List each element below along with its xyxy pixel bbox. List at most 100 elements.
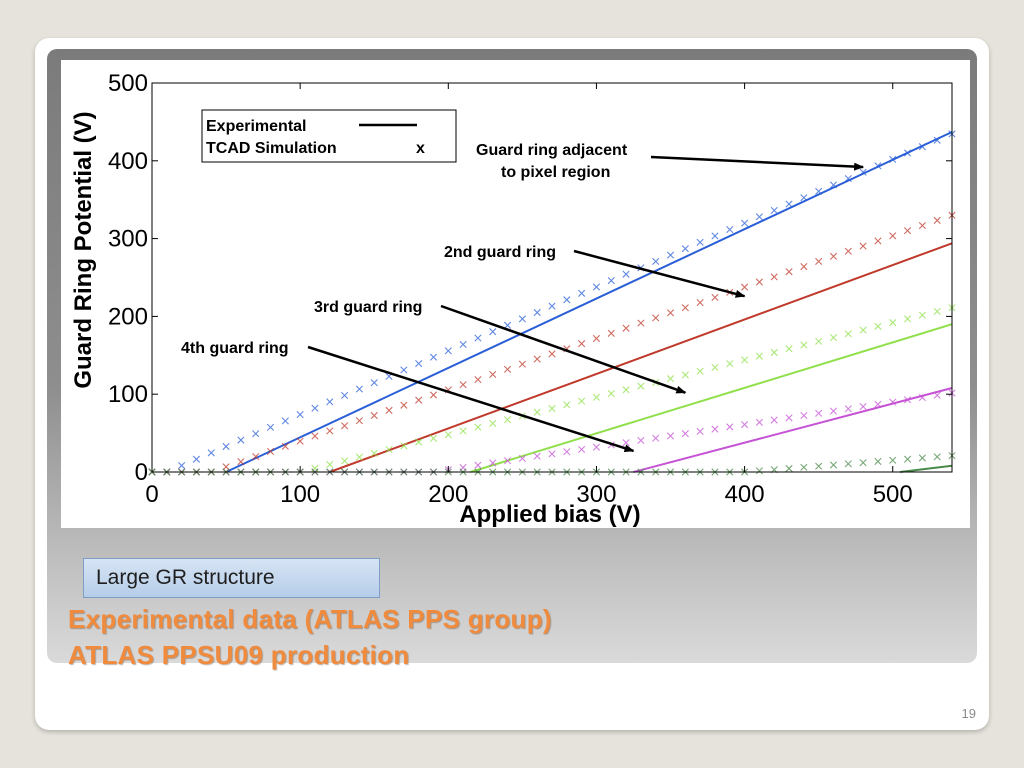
legend: Experimental TCAD Simulation x: [201, 109, 457, 163]
simulation-point-series-1: [652, 257, 660, 266]
simulation-point-series-2: [815, 257, 823, 266]
simulation-point-series-2: [607, 329, 615, 337]
simulation-point-series-5: [933, 453, 941, 461]
y-axis-label: Guard Ring Potential (V): [70, 111, 97, 388]
simulation-point-series-3: [385, 446, 393, 454]
simulation-point-series-4: [815, 409, 823, 417]
simulation-point-series-2: [400, 401, 408, 409]
simulation-point-series-5: [903, 455, 912, 463]
simulation-point-series-3: [755, 352, 763, 360]
simulation-point-series-4: [622, 439, 630, 447]
simulation-point-series-4: [726, 423, 734, 431]
simulation-point-series-4: [578, 445, 586, 454]
simulation-point-series-2: [844, 247, 852, 255]
simulation-point-series-2: [859, 242, 867, 250]
simulation-point-series-3: [563, 401, 571, 409]
simulation-point-series-3: [681, 371, 689, 379]
simulation-point-series-1: [341, 391, 349, 400]
legend-x-symbol: x: [416, 140, 425, 157]
simulation-point-series-4: [474, 461, 482, 469]
simulation-point-series-1: [563, 296, 571, 304]
simulation-point-series-2: [237, 458, 245, 466]
simulation-point-series-1: [237, 436, 245, 444]
simulation-point-series-2: [681, 304, 689, 312]
simulation-point-series-3: [889, 319, 897, 327]
simulation-point-series-4: [592, 443, 601, 451]
simulation-point-series-1: [326, 398, 334, 406]
legend-entry-simulation: TCAD Simulation: [206, 140, 337, 157]
simulation-point-series-1: [252, 430, 260, 438]
simulation-point-series-3: [637, 382, 645, 390]
simulation-point-series-5: [889, 456, 897, 464]
plot-frame: [151, 82, 953, 473]
simulation-point-series-3: [429, 434, 438, 442]
simulation-point-series-3: [859, 326, 867, 334]
series-layer: [148, 130, 956, 476]
simulation-point-series-1: [770, 206, 778, 215]
legend-box: [201, 109, 457, 163]
simulation-point-series-3: [933, 307, 941, 316]
simulation-point-series-1: [444, 347, 452, 355]
caption-line-1: Experimental data (ATLAS PPS group): [68, 604, 552, 634]
simulation-point-series-4: [681, 430, 689, 438]
simulation-point-series-2: [266, 447, 275, 456]
simulation-point-series-1: [192, 455, 201, 463]
simulation-point-series-1: [533, 308, 541, 317]
simulation-point-series-4: [548, 450, 556, 458]
simulation-point-series-4: [518, 454, 526, 463]
simulation-point-series-1: [178, 462, 186, 470]
simulation-point-series-1: [355, 385, 363, 393]
simulation-point-series-2: [370, 411, 378, 420]
experimental-line-series-3: [470, 323, 953, 473]
simulation-point-series-1: [666, 251, 675, 259]
simulation-point-series-2: [652, 314, 660, 322]
simulation-point-series-2: [355, 417, 363, 425]
simulation-point-series-5: [859, 459, 867, 467]
structure-label-text: Large GR structure: [96, 566, 275, 589]
x-tick-label: 0: [145, 481, 158, 508]
simulation-point-series-3: [918, 311, 926, 319]
annotation-arrow-4th-guard-ring: [307, 345, 635, 453]
annotation-arrow-2nd-guard-ring: [573, 249, 746, 298]
structure-label-box: Large GR structure: [83, 558, 380, 598]
annotation-label-adjacent-line1: Guard ring adjacent: [476, 142, 628, 159]
simulation-point-series-3: [503, 416, 512, 424]
simulation-point-series-4: [741, 421, 749, 429]
annotation-label-4th-guard-ring: 4th guard ring: [181, 340, 289, 357]
simulation-point-series-1: [415, 359, 423, 368]
simulation-point-series-4: [844, 405, 852, 413]
simulation-point-series-3: [741, 356, 749, 364]
simulation-point-series-2: [578, 340, 586, 348]
simulation-point-series-3: [444, 431, 452, 439]
y-tick-label: 400: [108, 148, 148, 175]
simulation-point-series-4: [770, 416, 778, 424]
simulation-point-series-2: [311, 432, 319, 440]
simulation-point-series-5: [755, 467, 763, 475]
simulation-point-series-1: [311, 404, 319, 412]
simulation-point-series-3: [578, 397, 586, 405]
simulation-point-series-1: [578, 289, 586, 297]
simulation-point-series-4: [755, 418, 763, 426]
simulation-point-series-2: [741, 283, 749, 291]
simulation-point-series-4: [533, 452, 541, 460]
simulation-point-series-3: [592, 393, 601, 401]
simulation-point-series-2: [889, 232, 897, 240]
x-tick-label: 400: [725, 481, 765, 508]
simulation-point-series-2: [874, 237, 882, 245]
simulation-point-series-2: [281, 442, 289, 450]
experimental-line-series-5: [900, 464, 953, 473]
simulation-point-series-4: [637, 436, 645, 445]
simulation-point-series-1: [489, 328, 497, 336]
annotation-label-2nd-guard-ring: 2nd guard ring: [444, 244, 556, 261]
simulation-point-series-2: [770, 273, 778, 281]
simulation-point-series-1: [711, 232, 719, 240]
simulation-point-series-1: [281, 417, 289, 425]
simulation-point-series-1: [548, 302, 556, 310]
experimental-line-series-4: [633, 387, 953, 473]
simulation-point-series-1: [681, 245, 689, 253]
simulation-point-series-5: [918, 454, 926, 462]
simulation-point-series-2: [918, 221, 926, 230]
simulation-point-series-3: [829, 333, 838, 342]
simulation-point-series-5: [829, 461, 838, 469]
y-tick-label: 200: [108, 303, 148, 330]
